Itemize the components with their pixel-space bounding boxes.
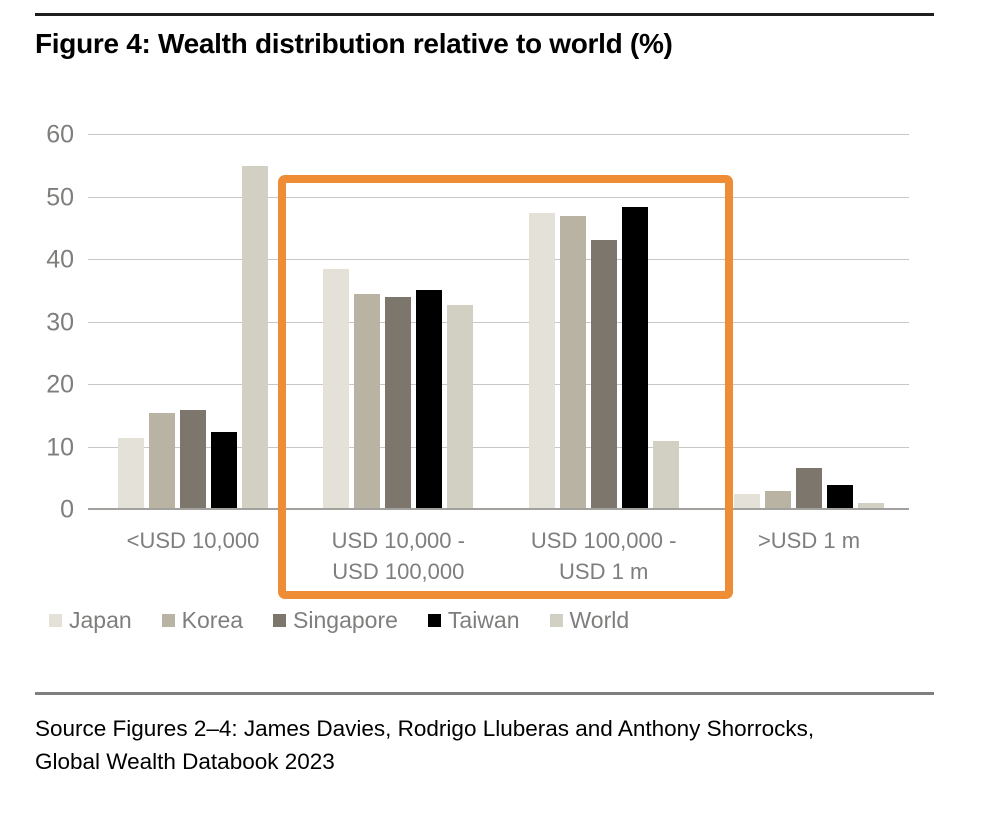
x-label-1: USD 10,000 - USD 100,000	[331, 528, 465, 584]
bar-world-3	[857, 502, 884, 510]
bar-japan-3	[733, 493, 760, 510]
wealth-distribution-chart: 0 10 20 30 40 50 60 <USD 10,000 USD 10,000 - USD…	[46, 122, 909, 634]
legend-item-taiwan: Taiwan	[427, 607, 520, 634]
gridline-20	[88, 384, 909, 385]
bar-korea-2	[559, 216, 586, 510]
x-axis-labels: <USD 10,000 USD 10,000 - USD 100,000 USD 10…	[88, 525, 909, 587]
y-tick-label-40: 40	[46, 245, 74, 274]
source-text: Source Figures 2–4: James Davies, Rodrig…	[35, 712, 945, 778]
gridline-50	[88, 196, 909, 198]
gridline-10	[88, 446, 909, 448]
gridline-60	[88, 134, 909, 135]
chart-legend: Japan Korea Singapore Taiwan World	[49, 607, 629, 634]
y-tick-label-50: 50	[46, 183, 74, 211]
plot-area: 0 10 20 30 40 50 60	[46, 122, 909, 522]
x-label-0: <USD 10,000	[126, 528, 260, 553]
bar-taiwan-3	[826, 485, 853, 510]
bar-korea-0	[149, 413, 175, 510]
bar-korea-3	[764, 491, 791, 510]
y-tick-label-20: 20	[46, 370, 74, 399]
legend-item-korea: Korea	[161, 607, 244, 634]
gridline-40	[88, 259, 909, 260]
bar-singapore-0	[180, 410, 206, 510]
bar-group-3	[733, 135, 884, 510]
figure-title: Figure 4: Wealth distribution relative t…	[35, 28, 673, 59]
legend-label-japan: Japan	[69, 607, 132, 633]
bar-group-1	[323, 135, 474, 510]
bar-japan-2	[528, 213, 555, 510]
source-divider	[35, 692, 934, 695]
bar-singapore-1	[385, 296, 412, 510]
legend-item-japan: Japan	[49, 607, 132, 634]
legend-label-taiwan: Taiwan	[447, 607, 520, 633]
bar-japan-1	[323, 269, 350, 510]
legend-label-korea: Korea	[181, 607, 244, 633]
y-tick-label-0: 0	[60, 495, 74, 524]
legend-label-singapore: Singapore	[293, 607, 398, 633]
bar-taiwan-1	[416, 290, 443, 510]
legend-swatch-korea	[161, 614, 175, 627]
legend-label-world: World	[569, 607, 630, 633]
legend-swatch-singapore	[273, 614, 287, 627]
legend-swatch-taiwan	[427, 614, 441, 627]
bar-group-2	[528, 135, 679, 510]
bar-groups	[88, 135, 909, 510]
bar-world-2	[652, 441, 679, 510]
x-label-2: USD 100,000 - USD 1 m	[530, 528, 677, 584]
legend-swatch-japan	[49, 614, 62, 627]
legend-item-world: World	[549, 607, 630, 634]
bar-group-0	[118, 135, 268, 510]
y-tick-label-30: 30	[46, 308, 74, 336]
bar-world-1	[447, 305, 474, 510]
highlight-box	[278, 175, 733, 599]
source-line-2: Global Wealth Databook 2023	[35, 749, 335, 774]
bar-taiwan-2	[621, 206, 648, 510]
bar-japan-0	[118, 438, 144, 510]
gridline-0	[88, 508, 909, 510]
legend-item-singapore: Singapore	[273, 607, 398, 634]
bar-singapore-3	[795, 467, 822, 510]
top-divider	[35, 13, 934, 16]
source-line-1: Source Figures 2–4: James Davies, Rodrig…	[35, 716, 815, 741]
gridline-30	[88, 321, 909, 323]
x-label-3: >USD 1 m	[757, 528, 861, 553]
bar-world-0	[242, 166, 268, 510]
y-tick-label-10: 10	[46, 433, 74, 461]
bar-singapore-2	[590, 240, 617, 510]
y-tick-label-60: 60	[46, 120, 74, 149]
bar-taiwan-0	[211, 431, 237, 510]
legend-swatch-world	[549, 614, 563, 627]
bar-korea-1	[354, 294, 381, 510]
